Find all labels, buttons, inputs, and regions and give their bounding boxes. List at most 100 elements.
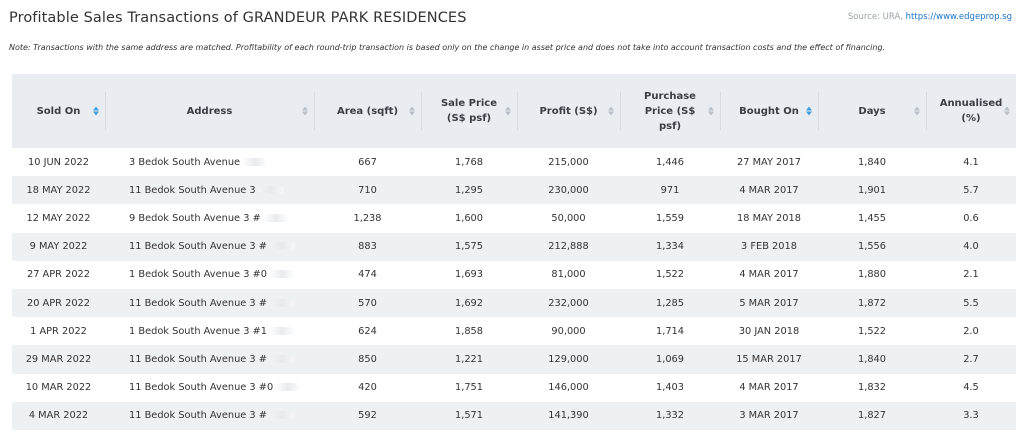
sort-icon[interactable] xyxy=(93,106,99,116)
sort-icon[interactable] xyxy=(409,106,415,116)
column-header-days[interactable]: Days xyxy=(818,74,926,148)
cell-value: 667 xyxy=(358,156,377,168)
cell-value: 29 MAR 2022 xyxy=(25,353,92,365)
cell-value: 20 APR 2022 xyxy=(26,297,91,309)
cell-value: 1,221 xyxy=(454,353,484,365)
cell-value: 3 MAR 2017 xyxy=(739,410,799,422)
cell-value: 10 JUN 2022 xyxy=(27,156,89,168)
cell-value: 1 Bedok South Avenue 3 #1 xyxy=(129,325,267,337)
cell-address: 1 Bedok South Avenue 3 #1 xyxy=(105,326,314,337)
table-body: 10 JUN 2022 3 Bedok South Avenue 667 1,768 2… xyxy=(12,148,1016,430)
sort-icon[interactable] xyxy=(806,106,812,116)
table-row: 10 JUN 2022 3 Bedok South Avenue 667 1,768 2… xyxy=(12,148,1016,177)
cell-value: 11 Bedok South Avenue 3 # xyxy=(129,353,267,365)
cell-bought-on: 4 MAR 2017 xyxy=(720,185,818,196)
cell-value: 1,880 xyxy=(857,269,887,281)
column-header-address[interactable]: Address xyxy=(105,74,314,148)
cell-purchase-price: 1,332 xyxy=(620,410,720,421)
cell-sale-price: 1,858 xyxy=(421,326,517,337)
cell-sold-on: 20 APR 2022 xyxy=(12,298,105,309)
cell-annualised: 5.7 xyxy=(926,185,1016,196)
cell-value: 624 xyxy=(358,325,377,337)
cell-sale-price: 1,692 xyxy=(421,298,517,309)
column-header-sold-on[interactable]: Sold On xyxy=(12,74,105,148)
column-header-area[interactable]: Area (sqft) xyxy=(314,74,421,148)
cell-days: 1,880 xyxy=(818,269,926,280)
sort-icon[interactable] xyxy=(505,106,511,116)
cell-value: 1,522 xyxy=(857,325,887,337)
table-row: 18 MAY 2022 11 Bedok South Avenue 3 710 1,2… xyxy=(12,176,1016,205)
sort-icon[interactable] xyxy=(302,106,308,116)
redaction-blur xyxy=(268,354,295,363)
redaction-blur xyxy=(242,157,269,166)
cell-value: 1,827 xyxy=(857,410,887,422)
sort-icon[interactable] xyxy=(1004,106,1010,116)
column-header-label: Sale Price (S$ psf) xyxy=(440,98,498,124)
column-header-profit[interactable]: Profit (S$) xyxy=(517,74,620,148)
sort-icon[interactable] xyxy=(708,106,714,116)
cell-value: 4 MAR 2017 xyxy=(739,269,799,281)
source-link[interactable]: https://www.edgeprop.sg xyxy=(905,12,1012,22)
cell-annualised: 2.1 xyxy=(926,269,1016,280)
sort-icon[interactable] xyxy=(914,106,920,116)
column-header-label: Profit (S$) xyxy=(539,105,598,117)
cell-address: 11 Bedok South Avenue 3 # xyxy=(105,354,314,365)
sort-icon[interactable] xyxy=(608,106,614,116)
cell-days: 1,455 xyxy=(818,213,926,224)
cell-value: 129,000 xyxy=(548,353,589,365)
cell-sale-price: 1,600 xyxy=(421,213,517,224)
cell-days: 1,556 xyxy=(818,241,926,252)
cell-area: 710 xyxy=(314,185,421,196)
cell-days: 1,901 xyxy=(818,185,926,196)
cell-annualised: 2.0 xyxy=(926,326,1016,337)
cell-value: 2.0 xyxy=(963,325,979,337)
cell-area: 667 xyxy=(314,157,421,168)
cell-purchase-price: 1,559 xyxy=(620,213,720,224)
cell-annualised: 4.0 xyxy=(926,241,1016,252)
cell-value: 1,832 xyxy=(857,382,887,394)
source-prefix: Source: URA, xyxy=(847,12,903,22)
cell-value: 1,840 xyxy=(857,156,887,168)
cell-value: 1 Bedok South Avenue 3 #0 xyxy=(129,269,267,281)
cell-value: 0.6 xyxy=(963,212,979,224)
cell-value: 1,446 xyxy=(655,156,685,168)
cell-profit: 81,000 xyxy=(517,269,620,280)
column-header-label: Address xyxy=(186,105,233,117)
cell-value: 4 MAR 2022 xyxy=(28,410,89,422)
column-header-sale-price[interactable]: Sale Price (S$ psf) xyxy=(421,74,517,148)
cell-value: 4.1 xyxy=(963,156,979,168)
column-header-purchase-price[interactable]: Purchase Price (S$ psf) xyxy=(620,74,720,148)
column-header-annualised[interactable]: Annualised (%) xyxy=(926,74,1016,148)
cell-bought-on: 5 MAR 2017 xyxy=(720,298,818,309)
cell-value: 4 MAR 2017 xyxy=(739,382,799,394)
cell-bought-on: 3 FEB 2018 xyxy=(720,241,818,252)
cell-days: 1,827 xyxy=(818,410,926,421)
cell-bought-on: 15 MAR 2017 xyxy=(720,354,818,365)
cell-value: 3.3 xyxy=(963,410,979,422)
cell-value: 2.1 xyxy=(963,269,979,281)
cell-value: 30 JAN 2018 xyxy=(738,325,800,337)
table-row: 9 MAY 2022 11 Bedok South Avenue 3 # 883 1,… xyxy=(12,232,1016,261)
cell-sold-on: 4 MAR 2022 xyxy=(12,410,105,421)
column-header-label: Annualised (%) xyxy=(939,98,1003,124)
cell-value: 3 FEB 2018 xyxy=(741,241,797,253)
cell-value: 11 Bedok South Avenue 3 xyxy=(129,184,256,196)
cell-value: 2.7 xyxy=(963,353,979,365)
cell-value: 4.5 xyxy=(963,382,979,394)
cell-value: 1,069 xyxy=(655,353,685,365)
cell-value: 1,872 xyxy=(857,297,887,309)
cell-value: 215,000 xyxy=(548,156,589,168)
cell-annualised: 0.6 xyxy=(926,213,1016,224)
cell-value: 1,403 xyxy=(655,382,685,394)
cell-value: 230,000 xyxy=(548,184,589,196)
cell-sale-price: 1,295 xyxy=(421,185,517,196)
cell-value: 1,285 xyxy=(655,297,685,309)
redaction-blur xyxy=(268,242,295,251)
column-header-bought-on[interactable]: Bought On xyxy=(720,74,818,148)
cell-days: 1,840 xyxy=(818,354,926,365)
cell-sale-price: 1,751 xyxy=(421,382,517,393)
cell-value: 90,000 xyxy=(551,325,586,337)
table-row: 10 MAR 2022 11 Bedok South Avenue 3 #0 420… xyxy=(12,373,1016,402)
column-header-label: Bought On xyxy=(739,105,799,117)
table-row: 12 MAY 2022 9 Bedok South Avenue 3 # 1,238… xyxy=(12,204,1016,233)
